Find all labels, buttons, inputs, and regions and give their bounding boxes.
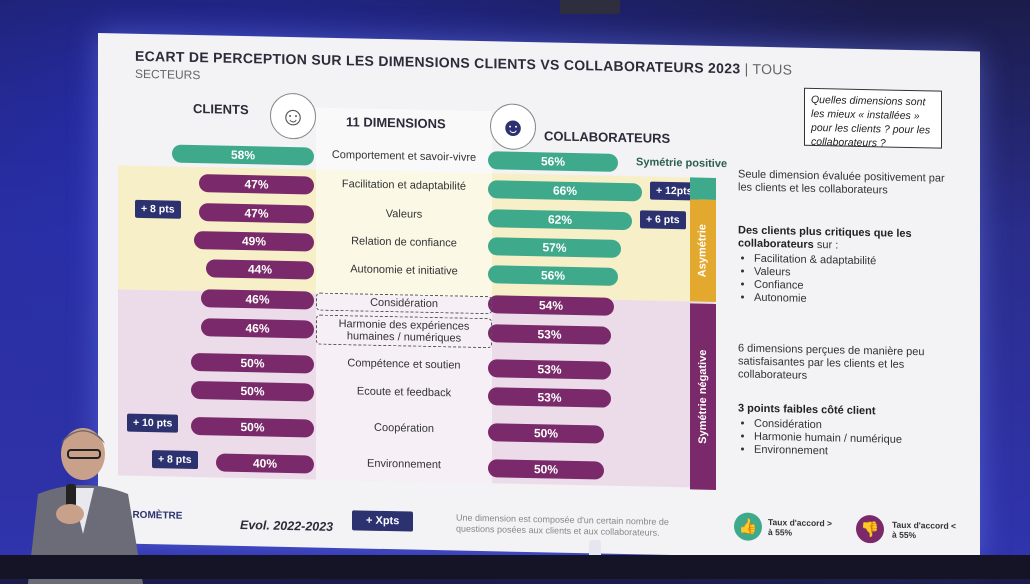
evol-label: Evol. 2022-2023	[240, 517, 334, 534]
thumbs-down-icon: 👎	[856, 514, 884, 544]
legend-up: Taux d'accord > à 55%	[768, 517, 832, 538]
collaborator-bar: 53%	[488, 387, 611, 408]
legend-down: Taux d'accord < à 55%	[892, 519, 956, 541]
collaborator-bar: 53%	[488, 359, 611, 380]
asymetrie-band: Asymétrie	[690, 199, 716, 302]
symmetry-positive-label: Symétrie positive	[636, 156, 728, 171]
client-bar: 44%	[206, 259, 314, 280]
clients-header: CLIENTS	[193, 100, 249, 118]
collaborator-bar: 53%	[488, 324, 611, 345]
thumbs-up-icon: 👍	[734, 512, 762, 541]
projected-slide: ECART DE PERCEPTION SUR LES DIMENSIONS C…	[98, 33, 980, 562]
client-evolution-badge: + 8 pts	[135, 199, 181, 219]
client-bar: 49%	[194, 231, 314, 252]
client-avatar-icon: ☺	[270, 92, 316, 140]
collaborator-bar: 50%	[488, 459, 604, 480]
footer-note: Une dimension est composée d'un certain …	[456, 512, 669, 538]
client-bar: 46%	[201, 318, 314, 339]
collaborator-bar: 54%	[488, 295, 614, 316]
client-bar: 50%	[191, 380, 314, 402]
dimension-label: Considération	[316, 292, 492, 315]
insight-2-list: Facilitation & adaptabilitéValeursConfia…	[738, 252, 958, 309]
collaborator-bar: 57%	[488, 237, 621, 258]
client-bar: 50%	[191, 352, 314, 374]
evol-key: + Xpts	[352, 510, 414, 532]
insight-2: Des clients plus critiques que les colla…	[738, 224, 958, 309]
insight-4: 3 points faibles côté client Considérati…	[738, 402, 958, 461]
client-bar: 46%	[201, 289, 314, 310]
slide-title: ECART DE PERCEPTION SUR LES DIMENSIONS C…	[135, 47, 793, 78]
collaborator-bar: 56%	[488, 265, 618, 286]
client-bar: 50%	[191, 416, 314, 438]
stage-floor	[0, 555, 1030, 579]
client-bar: 58%	[172, 144, 314, 166]
ceiling-light	[560, 0, 620, 14]
client-bar: 47%	[199, 203, 314, 224]
collaborator-bar: 56%	[488, 151, 618, 172]
sym-negative-band: Symétrie négative	[690, 303, 716, 490]
slide-subtitle: SECTEURS	[135, 66, 201, 83]
insight-3: 6 dimensions perçues de manière peu sati…	[738, 342, 925, 382]
client-bar: 47%	[199, 174, 314, 195]
insight-4-list: ConsidérationHarmonie humain / numérique…	[738, 417, 958, 461]
client-evolution-badge: + 8 pts	[152, 450, 198, 470]
insight-1: Seule dimension évaluée positivement par…	[738, 168, 945, 197]
collaborator-avatar-icon: ☻	[490, 103, 536, 151]
collaborator-bar: 50%	[488, 423, 604, 444]
dimensions-header: 11 DIMENSIONS	[346, 114, 446, 132]
client-bar: 40%	[216, 453, 314, 474]
collaborator-evolution-badge: + 6 pts	[640, 210, 686, 230]
collaborator-bar: 66%	[488, 180, 642, 202]
question-box: Quelles dimensions sont les mieux « inst…	[804, 87, 942, 150]
sym-positive-band	[690, 177, 716, 200]
collaborator-bar: 62%	[488, 209, 632, 231]
dimension-label: Harmonie des expériences humaines / numé…	[316, 314, 492, 349]
collaborators-header: COLLABORATEURS	[544, 128, 671, 146]
